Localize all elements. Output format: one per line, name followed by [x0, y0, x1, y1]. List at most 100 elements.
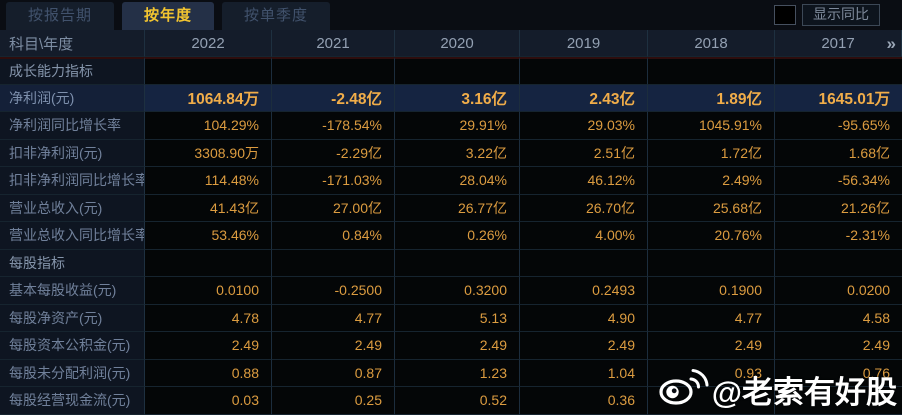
row-value: 0.26% — [395, 222, 520, 250]
table-row: 扣非净利润(元) 3308.90万 -2.29亿 3.22亿 2.51亿 1.7… — [0, 139, 902, 167]
more-years-chevron-icon[interactable]: » — [886, 34, 896, 53]
table-row: 营业总收入(元) 41.43亿 27.00亿 26.77亿 26.70亿 25.… — [0, 194, 902, 222]
row-value: 0.3200 — [395, 277, 520, 305]
table-body: 成长能力指标 净利润(元) 1064.84万 -2.48亿 3.16亿 2.43… — [0, 57, 902, 415]
row-value: 0.84% — [272, 222, 395, 250]
row-value: 2.49 — [145, 332, 272, 360]
row-value: 0.87 — [272, 359, 395, 387]
row-value — [145, 249, 272, 277]
row-value: -56.34% — [775, 167, 902, 195]
row-value — [272, 57, 395, 85]
row-value: 0.52 — [395, 387, 520, 415]
row-value: 4.58 — [775, 304, 902, 332]
row-value: 2.49 — [775, 332, 902, 360]
row-value: 25.68亿 — [648, 194, 775, 222]
table-row: 每股净资产(元) 4.78 4.77 5.13 4.90 4.77 4.58 — [0, 304, 902, 332]
row-value: -2.48亿 — [272, 84, 395, 112]
row-value: 2.49 — [272, 332, 395, 360]
row-value — [395, 57, 520, 85]
row-value: 26.77亿 — [395, 194, 520, 222]
row-value: 29.91% — [395, 112, 520, 140]
row-value — [395, 249, 520, 277]
row-value: 4.00% — [520, 222, 648, 250]
row-value — [648, 387, 775, 415]
row-value: 1.68亿 — [775, 139, 902, 167]
row-value — [520, 57, 648, 85]
table-row: 每股经营现金流(元) 0.03 0.25 0.52 0.36 — [0, 387, 902, 415]
show-yoy-label[interactable]: 显示同比 — [802, 4, 880, 26]
table-row: 净利润(元) 1064.84万 -2.48亿 3.16亿 2.43亿 1.89亿… — [0, 84, 902, 112]
row-value: 3308.90万 — [145, 139, 272, 167]
row-value: -171.03% — [272, 167, 395, 195]
row-value: 0.88 — [145, 359, 272, 387]
row-value: 27.00亿 — [272, 194, 395, 222]
row-label: 营业总收入同比增长率 — [0, 222, 145, 250]
row-value: 104.29% — [145, 112, 272, 140]
row-value: 4.90 — [520, 304, 648, 332]
row-value — [775, 249, 902, 277]
table-header: 科目\年度 2022 2021 2020 2019 2018 2017 » — [0, 30, 902, 57]
row-value: 1045.91% — [648, 112, 775, 140]
header-year-2021: 2021 — [272, 30, 395, 57]
table-row: 营业总收入同比增长率 53.46% 0.84% 0.26% 4.00% 20.7… — [0, 222, 902, 250]
row-value: 53.46% — [145, 222, 272, 250]
row-value — [648, 57, 775, 85]
row-value — [520, 249, 648, 277]
row-value: 0.03 — [145, 387, 272, 415]
row-value: 1.89亿 — [648, 84, 775, 112]
row-value: 2.43亿 — [520, 84, 648, 112]
period-tabbar: 按报告期 按年度 按单季度 显示同比 — [0, 0, 902, 30]
table-row: 每股指标 — [0, 249, 902, 277]
row-label: 每股净资产(元) — [0, 304, 145, 332]
row-label: 成长能力指标 — [0, 57, 145, 85]
tab-by-year[interactable]: 按年度 — [122, 2, 215, 30]
row-value: 46.12% — [520, 167, 648, 195]
table-row: 基本每股收益(元) 0.0100 -0.2500 0.3200 0.2493 0… — [0, 277, 902, 305]
row-value: 1064.84万 — [145, 84, 272, 112]
row-value — [145, 57, 272, 85]
header-year-2020: 2020 — [395, 30, 520, 57]
header-year-2018: 2018 — [648, 30, 775, 57]
row-value: 4.78 — [145, 304, 272, 332]
row-value: 0.76 — [775, 359, 902, 387]
row-value — [648, 249, 775, 277]
row-value: -2.29亿 — [272, 139, 395, 167]
row-value: 1645.01万 — [775, 84, 902, 112]
row-value: -2.31% — [775, 222, 902, 250]
row-value: 28.04% — [395, 167, 520, 195]
row-value: 1.04 — [520, 359, 648, 387]
row-value: 21.26亿 — [775, 194, 902, 222]
row-value: 41.43亿 — [145, 194, 272, 222]
row-value: 1.72亿 — [648, 139, 775, 167]
row-value: 0.2493 — [520, 277, 648, 305]
row-value: 20.76% — [648, 222, 775, 250]
header-year-2019: 2019 — [520, 30, 648, 57]
row-value: 26.70亿 — [520, 194, 648, 222]
row-label: 净利润(元) — [0, 84, 145, 112]
row-value: 2.49 — [648, 332, 775, 360]
header-corner-label: 科目\年度 — [0, 30, 145, 57]
row-value: 29.03% — [520, 112, 648, 140]
row-value: 0.1900 — [648, 277, 775, 305]
row-value: 2.49% — [648, 167, 775, 195]
row-value: 3.22亿 — [395, 139, 520, 167]
table-row: 净利润同比增长率 104.29% -178.54% 29.91% 29.03% … — [0, 112, 902, 140]
row-label: 每股未分配利润(元) — [0, 359, 145, 387]
row-value: 2.49 — [395, 332, 520, 360]
row-label: 每股资本公积金(元) — [0, 332, 145, 360]
table-row: 每股资本公积金(元) 2.49 2.49 2.49 2.49 2.49 2.49 — [0, 332, 902, 360]
row-label: 每股经营现金流(元) — [0, 387, 145, 415]
header-year-2022: 2022 — [145, 30, 272, 57]
show-yoy-checkbox[interactable] — [774, 5, 796, 25]
row-value — [272, 249, 395, 277]
row-value: -178.54% — [272, 112, 395, 140]
row-value: 0.36 — [520, 387, 648, 415]
row-value: 2.51亿 — [520, 139, 648, 167]
row-value: 1.23 — [395, 359, 520, 387]
tab-by-quarter[interactable]: 按单季度 — [222, 2, 331, 30]
row-value — [775, 387, 902, 415]
row-value: 3.16亿 — [395, 84, 520, 112]
row-label: 营业总收入(元) — [0, 194, 145, 222]
row-label: 基本每股收益(元) — [0, 277, 145, 305]
tab-by-report-period[interactable]: 按报告期 — [6, 2, 115, 30]
